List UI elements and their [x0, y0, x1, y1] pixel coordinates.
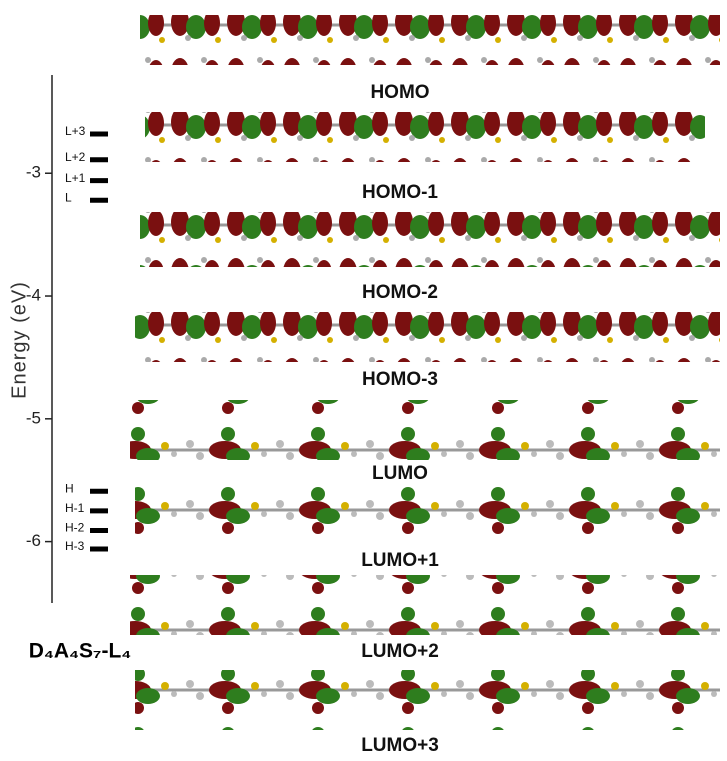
level-label: L — [65, 190, 72, 204]
orbital-image — [130, 400, 720, 460]
level-label: L+2 — [65, 150, 86, 164]
y-tick-label: -6 — [26, 531, 41, 550]
orbital-image — [145, 112, 705, 162]
orbital-label: LUMO+3 — [361, 735, 439, 756]
orbital-image — [135, 670, 720, 730]
y-tick-label: -4 — [26, 286, 41, 305]
orbital-image — [135, 312, 720, 362]
level-label: H-3 — [65, 539, 85, 553]
level-label: H-2 — [65, 521, 85, 535]
orbital-image — [135, 487, 720, 547]
level-label: L+1 — [65, 171, 86, 185]
orbital-label: HOMO-2 — [362, 282, 438, 303]
y-axis-label: Energy (eV) — [8, 281, 30, 399]
orbital-label: LUMO+2 — [361, 641, 439, 662]
orbital-image — [140, 212, 720, 267]
orbital-images — [130, 15, 720, 730]
compound-label: D₄A₄S₇-L₄ — [29, 640, 132, 663]
orbital-label: HOMO — [370, 82, 429, 103]
orbital-label: LUMO+1 — [361, 550, 439, 571]
orbital-image — [130, 575, 720, 635]
level-label: L+3 — [65, 124, 86, 138]
orbital-label: HOMO-3 — [362, 369, 438, 390]
orbital-label: LUMO — [372, 463, 428, 484]
orbital-image — [140, 15, 720, 65]
level-label: H-1 — [65, 501, 85, 515]
level-label: H — [65, 481, 74, 495]
orbital-label: HOMO-1 — [362, 182, 438, 203]
y-tick-label: -3 — [26, 163, 41, 182]
y-tick-label: -5 — [26, 408, 41, 427]
